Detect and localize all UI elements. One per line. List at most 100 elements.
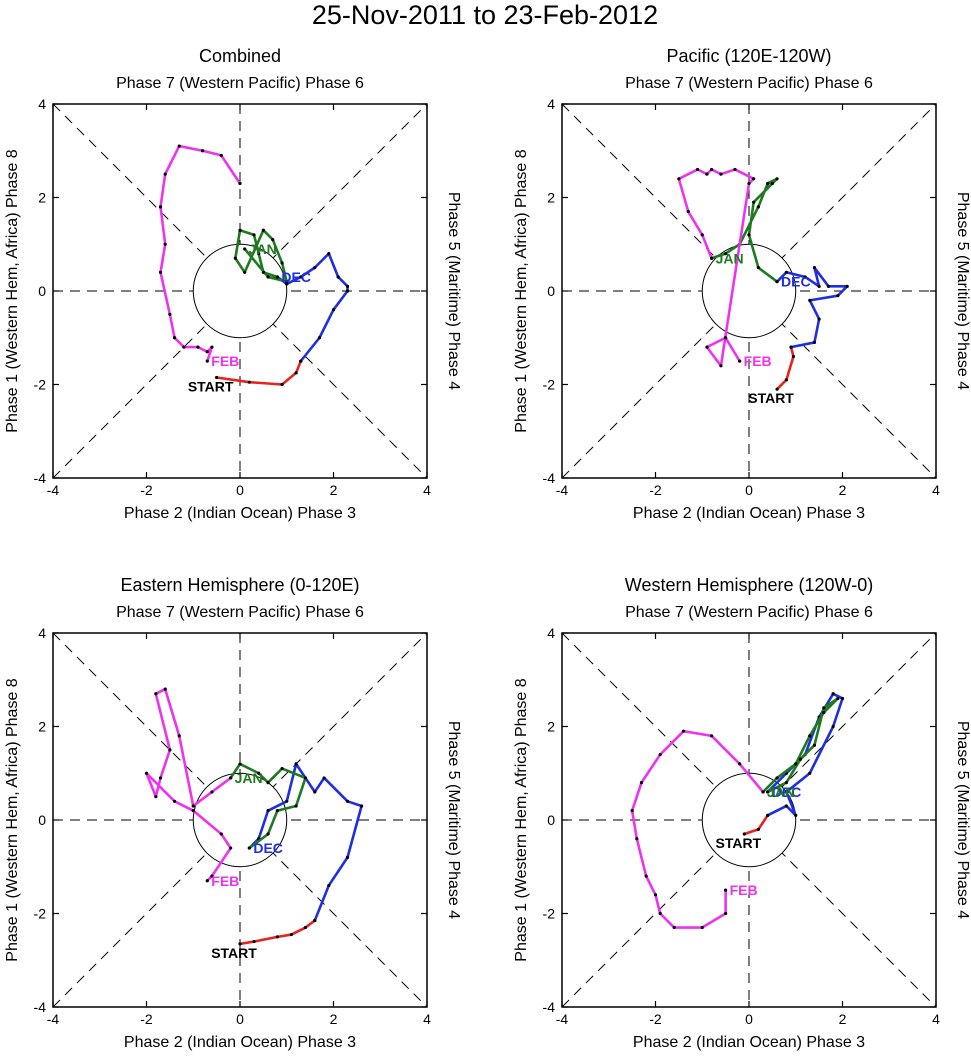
x-tick-label: 0 [236, 1011, 244, 1027]
data-point [158, 270, 163, 274]
data-point [158, 776, 163, 780]
month-label-dec: DEC [281, 269, 311, 285]
data-point [303, 925, 308, 930]
unit-circle [192, 243, 288, 339]
data-point [784, 804, 789, 808]
start-label: START [716, 835, 762, 851]
panel-title: Western Hemisphere (120W-0) [625, 575, 873, 595]
data-point [705, 345, 709, 349]
right-axis-label: Phase 5 (Maritime) Phase 4 [954, 192, 971, 390]
data-point [191, 809, 195, 813]
month-label-feb: FEB [730, 882, 758, 898]
data-point [775, 280, 779, 284]
data-point [784, 790, 789, 794]
data-point [299, 275, 303, 279]
series-jan-line [762, 697, 840, 794]
data-point [658, 752, 662, 757]
phase-panel: -4-4 -2 -2 0 0 2 2 4 4 Combined Phase 7 (Western P… [4, 46, 462, 522]
data-point [238, 181, 242, 186]
x-tick-label: -4 [47, 482, 60, 498]
y-tick-label: 4 [38, 625, 46, 641]
data-point [817, 284, 821, 288]
data-point [789, 345, 793, 349]
x-tick-label: -4 [556, 1011, 569, 1027]
data-point [196, 345, 200, 349]
data-point [742, 832, 746, 836]
data-point [812, 266, 817, 270]
data-point [770, 181, 774, 186]
y-tick-label: 4 [547, 625, 555, 641]
data-point [233, 256, 237, 260]
data-point [229, 846, 233, 850]
data-point [252, 233, 256, 237]
data-point [229, 776, 233, 780]
data-point [201, 149, 205, 153]
data-point [289, 932, 294, 937]
data-point [275, 809, 279, 813]
data-point [257, 252, 261, 256]
x-tick-label: 2 [839, 1011, 847, 1027]
panel-title: Combined [199, 46, 281, 66]
data-point [345, 284, 350, 288]
x-tick-label: -2 [649, 1011, 662, 1027]
data-point [836, 294, 840, 298]
x-tick-label: -2 [140, 1011, 153, 1027]
month-label-jan: JAN [249, 241, 277, 257]
phase-panel: -4-4 -2 -2 0 0 2 2 4 4 Western Hemisphere (120W-0… [513, 575, 971, 1051]
month-label-dec: DEC [253, 840, 283, 856]
start-label: START [211, 945, 257, 961]
y-axis-label: Phase 1 (Western Hem, Africa) Phase 8 [513, 678, 530, 961]
top-axis-label: Phase 7 (Western Pacific) Phase 6 [116, 75, 364, 92]
y-tick-label: -2 [543, 906, 556, 922]
data-point [719, 364, 723, 368]
x-tick-label: 4 [423, 1011, 431, 1027]
data-point [177, 144, 181, 148]
data-point [710, 734, 714, 738]
data-point [313, 266, 317, 270]
data-point [345, 289, 350, 293]
data-point [219, 153, 223, 158]
data-point [271, 237, 275, 242]
unit-circle [701, 243, 797, 339]
data-point [219, 832, 223, 836]
data-point [653, 893, 658, 897]
data-point [831, 692, 835, 696]
data-point [812, 340, 817, 345]
x-tick-label: 2 [839, 482, 847, 498]
data-point [294, 804, 298, 808]
data-point [700, 925, 704, 930]
data-point [205, 359, 209, 363]
data-point [144, 771, 149, 775]
data-point [317, 336, 322, 340]
data-point [261, 228, 265, 232]
data-point [336, 275, 340, 279]
series-feb-line [145, 687, 232, 882]
data-point [238, 228, 242, 232]
y-tick-label: 2 [38, 719, 46, 735]
figure-title: 25-Nov-2011 to 23-Feb-2012 [312, 0, 658, 30]
y-axis-label: Phase 1 (Western Hem, Africa) Phase 8 [513, 149, 530, 432]
x-tick-label: 0 [745, 1011, 753, 1027]
data-point [719, 172, 723, 176]
y-axis-label: Phase 1 (Western Hem, Africa) Phase 8 [4, 149, 21, 432]
panel-title: Eastern Hemisphere (0-120E) [120, 575, 359, 595]
y-tick-label: 2 [38, 190, 46, 206]
data-point [826, 284, 831, 288]
data-point [275, 275, 279, 279]
data-point [210, 874, 214, 878]
data-point [191, 804, 195, 808]
y-tick-label: -4 [34, 470, 47, 486]
data-point [158, 205, 163, 209]
x-tick-label: -4 [47, 1011, 60, 1027]
x-axis-label: Phase 2 (Indian Ocean) Phase 3 [633, 505, 865, 522]
data-point [710, 167, 714, 172]
data-point [275, 935, 279, 939]
month-label-jan: JAN [767, 784, 795, 800]
data-point [705, 172, 709, 176]
data-point [154, 795, 158, 799]
right-axis-label: Phase 5 (Maritime) Phase 4 [954, 721, 971, 919]
data-point [812, 743, 817, 747]
data-point [238, 762, 242, 766]
data-point [724, 252, 728, 256]
data-point [724, 911, 728, 916]
